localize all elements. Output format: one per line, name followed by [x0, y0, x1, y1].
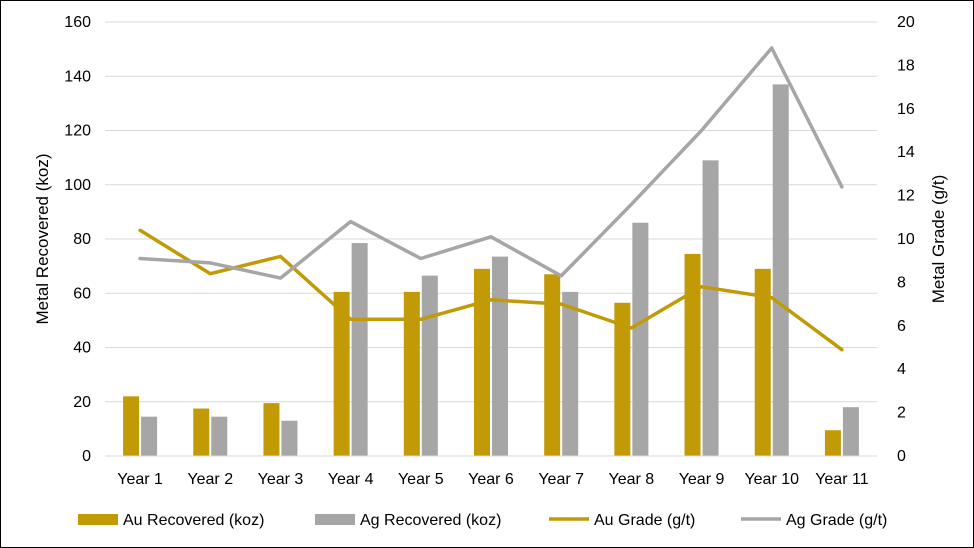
bar	[824, 430, 841, 456]
y-axis-title: Metal Recovered (koz)	[33, 153, 52, 324]
bar	[351, 243, 368, 456]
y2-tick-label: 0	[897, 448, 906, 465]
y2-tick-label: 14	[897, 144, 915, 161]
y2-tick-label: 12	[897, 188, 915, 205]
y-tick-label: 120	[64, 123, 91, 140]
bar	[492, 256, 508, 456]
bar	[614, 302, 631, 456]
bar	[702, 160, 719, 456]
bar	[263, 403, 280, 456]
bar	[772, 84, 789, 456]
x-tick-label: Year 1	[117, 471, 163, 488]
x-tick-label: Year 2	[187, 471, 233, 488]
bar	[632, 222, 649, 456]
y2-tick-label: 10	[897, 231, 915, 248]
bar	[333, 291, 350, 456]
series-line	[138, 46, 844, 280]
y-tick-label: 40	[73, 340, 91, 357]
bar	[211, 416, 228, 456]
bar	[141, 416, 158, 456]
legend-label: Au Grade (g/t)	[594, 512, 695, 529]
series-line	[138, 228, 844, 352]
x-tick-label: Year 9	[679, 471, 725, 488]
x-tick-label: Year 8	[609, 471, 655, 488]
y2-tick-label: 16	[897, 101, 915, 118]
y2-tick-label: 8	[897, 274, 906, 291]
bar	[193, 408, 210, 456]
y2-axis-title: Metal Grade (g/t)	[929, 175, 948, 304]
bars-layer	[123, 84, 859, 456]
legend-swatch	[78, 514, 118, 525]
y2-tick-label: 18	[897, 57, 915, 74]
bar	[474, 268, 490, 456]
y2-tick-label: 2	[897, 405, 906, 422]
lines-layer	[138, 46, 844, 352]
bar	[842, 407, 859, 456]
x-tick-label: Year 7	[538, 471, 584, 488]
x-tick-label: Year 11	[815, 471, 868, 488]
x-tick-label: Year 10	[744, 471, 799, 488]
y2-tick-label: 6	[897, 318, 906, 335]
legend-label: Au Recovered (koz)	[123, 512, 264, 529]
y-tick-label: 160	[64, 14, 91, 31]
x-tick-label: Year 3	[258, 471, 304, 488]
legend: Au Recovered (koz) Ag Recovered (koz) Au G…	[78, 512, 887, 529]
bar	[403, 291, 420, 456]
y2-tick-label: 20	[897, 14, 915, 31]
axes-layer: 0 20 40 60 80 100 120 140 160 0 2 4 6 8 10 12 14 16 18 20 Ye…	[64, 14, 915, 488]
y-tick-label: 20	[73, 394, 91, 411]
y-tick-label: 140	[64, 68, 91, 85]
bar	[562, 291, 579, 456]
y-tick-label: 80	[73, 231, 91, 248]
x-tick-label: Year 6	[468, 471, 514, 488]
x-tick-label: Year 5	[398, 471, 444, 488]
legend-swatch	[315, 514, 355, 525]
legend-label: Ag Recovered (koz)	[360, 512, 501, 529]
bar	[544, 274, 561, 456]
bar	[754, 268, 771, 456]
y-tick-label: 0	[82, 448, 91, 465]
legend-label: Ag Grade (g/t)	[786, 512, 887, 529]
y-tick-label: 60	[73, 285, 91, 302]
y-tick-label: 100	[64, 177, 91, 194]
bar	[684, 253, 701, 456]
x-tick-label: Year 4	[328, 471, 374, 488]
bar	[123, 396, 140, 456]
bar	[281, 420, 298, 456]
y2-tick-label: 4	[897, 361, 906, 378]
bar	[421, 275, 438, 456]
